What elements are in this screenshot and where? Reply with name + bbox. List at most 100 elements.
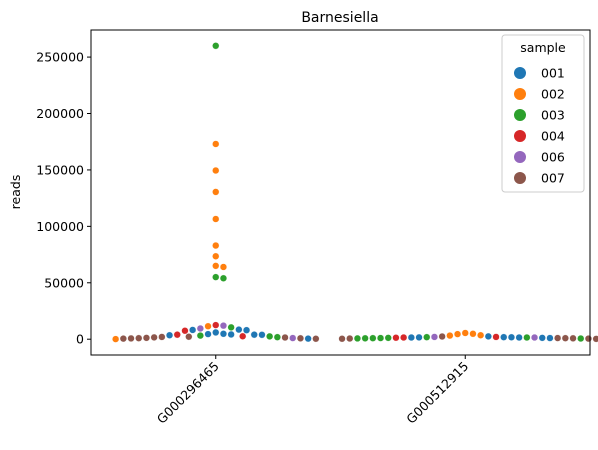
point-002 (212, 262, 220, 270)
point-003 (384, 334, 392, 342)
point-001 (507, 333, 516, 341)
legend: sample 001 002 003 004 006 007 (501, 34, 585, 193)
point-002 (212, 188, 220, 196)
legend-label: 003 (541, 108, 565, 123)
point-002 (212, 140, 220, 148)
point-001 (415, 333, 423, 341)
y-tick-label: 50000 (44, 275, 84, 290)
point-004 (492, 333, 500, 341)
point-004 (181, 327, 189, 335)
point-007 (150, 333, 158, 341)
point-001 (304, 335, 312, 343)
point-007 (592, 335, 598, 343)
point-001 (204, 330, 212, 338)
point-002 (212, 241, 220, 250)
point-006 (530, 333, 539, 342)
point-001 (165, 331, 174, 339)
x-axis: G000296465 G000512915 (154, 355, 471, 427)
y-tick-label: 0 (76, 332, 84, 347)
point-003 (273, 333, 281, 341)
point-002 (112, 335, 120, 343)
y-tick-label: 250000 (36, 50, 84, 65)
point-001 (546, 334, 554, 342)
legend-marker-001 (514, 67, 526, 79)
legend-marker-007 (514, 172, 526, 184)
point-003 (196, 331, 204, 340)
point-001 (538, 334, 546, 342)
point-007 (119, 335, 127, 343)
legend-marker-002 (514, 88, 526, 100)
legend-marker-006 (514, 151, 526, 163)
point-002 (461, 329, 469, 337)
point-007 (569, 334, 577, 342)
point-007 (338, 335, 346, 343)
point-002 (469, 330, 477, 338)
point-007 (127, 334, 135, 343)
point-003 (212, 42, 220, 50)
y-tick-label: 100000 (36, 219, 84, 234)
point-007 (142, 334, 151, 342)
point-003 (361, 334, 369, 342)
point-003 (353, 334, 362, 343)
point-003 (212, 273, 220, 281)
point-003 (423, 333, 431, 341)
legend-label: 002 (541, 87, 565, 102)
point-006 (219, 322, 228, 330)
y-axis-title: reads (8, 175, 23, 210)
point-002 (212, 215, 220, 223)
point-001 (515, 333, 523, 342)
point-002 (204, 322, 212, 330)
legend-marker-003 (514, 109, 526, 121)
point-002 (446, 331, 454, 340)
point-007 (135, 334, 143, 342)
point-001 (189, 326, 197, 334)
point-001 (250, 331, 258, 339)
point-007 (312, 335, 320, 343)
point-003 (227, 323, 235, 331)
point-007 (185, 333, 193, 341)
point-003 (266, 332, 274, 340)
point-004 (400, 333, 408, 342)
legend-label: 004 (541, 129, 565, 144)
point-007 (281, 333, 289, 342)
legend-label: 007 (541, 171, 565, 186)
point-006 (289, 334, 297, 342)
point-007 (438, 332, 446, 341)
y-tick-label: 200000 (36, 106, 84, 121)
point-007 (561, 334, 569, 342)
point-004 (212, 321, 220, 329)
point-002 (212, 166, 220, 175)
point-006 (430, 333, 439, 341)
point-004 (392, 334, 400, 342)
point-003 (523, 333, 531, 342)
point-001 (227, 330, 235, 339)
x-tick-label: G000296465 (154, 359, 222, 427)
legend-title: sample (520, 40, 566, 55)
point-002 (219, 263, 228, 271)
legend-marker-004 (514, 130, 526, 142)
point-003 (369, 334, 377, 342)
point-001 (500, 333, 508, 341)
data-points (112, 42, 598, 343)
point-007 (584, 335, 593, 343)
chart-title: Barnesiella (301, 10, 378, 26)
point-007 (554, 334, 562, 342)
point-007 (158, 333, 166, 341)
point-003 (376, 334, 385, 342)
point-001 (258, 331, 266, 339)
point-004 (239, 332, 247, 340)
legend-label: 006 (541, 150, 565, 165)
point-004 (173, 331, 181, 339)
point-002 (212, 252, 220, 260)
plot-frame (90, 29, 591, 356)
point-002 (477, 331, 485, 339)
point-001 (484, 332, 492, 340)
x-tick-label: G000512915 (403, 359, 471, 427)
point-001 (219, 330, 228, 338)
point-001 (212, 328, 220, 337)
point-007 (346, 334, 354, 343)
point-002 (453, 330, 462, 338)
point-006 (196, 324, 204, 333)
point-003 (219, 274, 228, 282)
